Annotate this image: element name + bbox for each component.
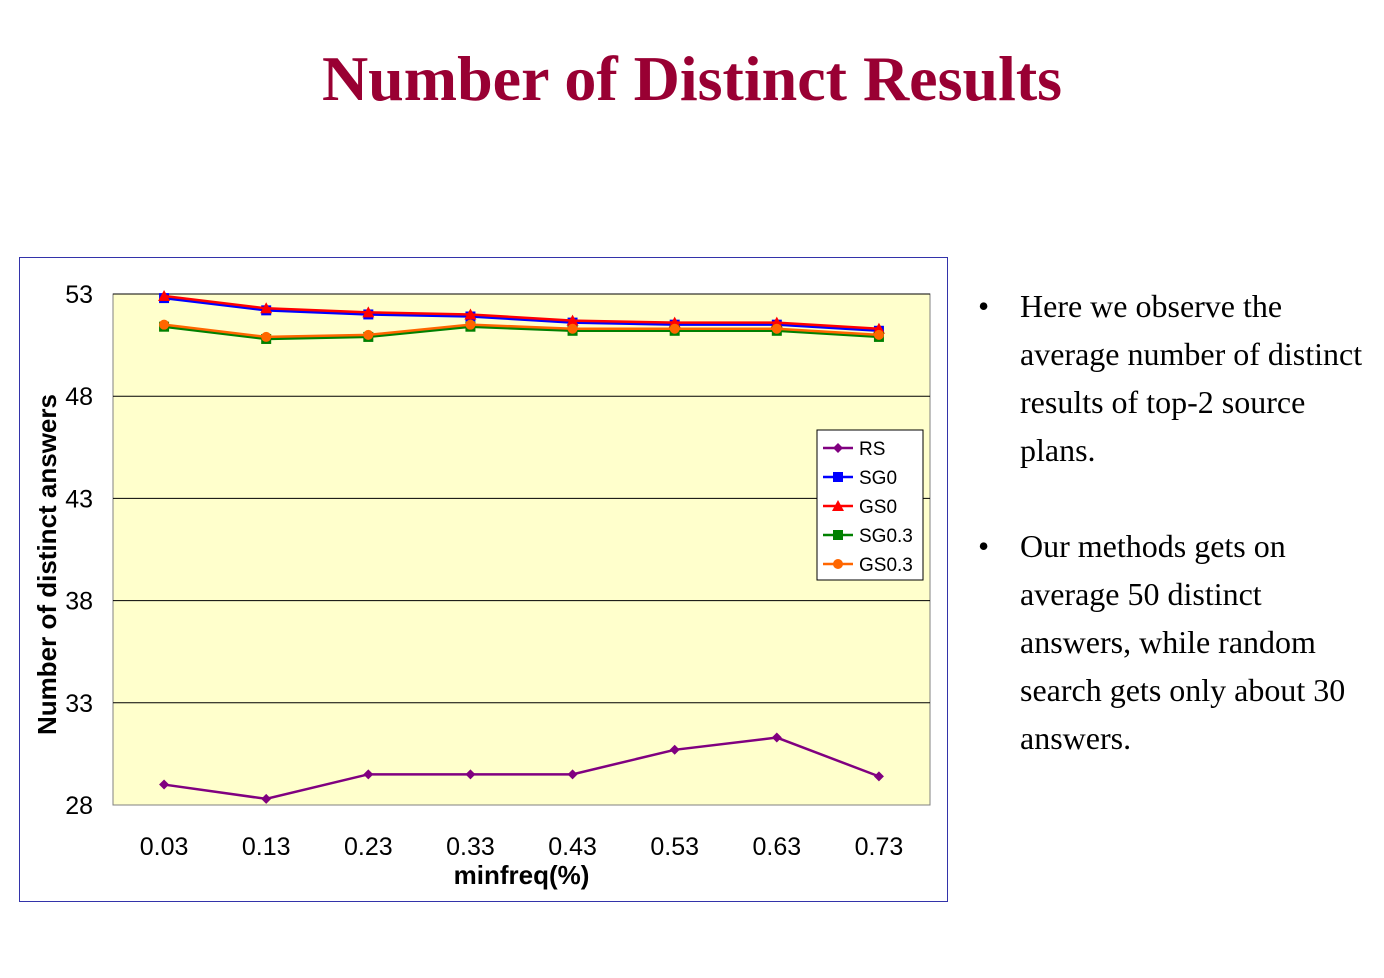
legend-marker-gs0: [832, 500, 844, 511]
data-point-gs0-3: [261, 331, 272, 342]
x-tick-label: 0.43: [548, 833, 597, 861]
data-point-gs0-3: [771, 323, 782, 334]
data-point-gs0-3: [567, 323, 578, 334]
chart-container: 28 33 38 43 48 53 0.03 0.13 0.23 0.33 0.43 0.53 0.63…: [19, 257, 948, 902]
x-tick-label: 0.53: [650, 833, 699, 861]
data-point-rs: [669, 744, 680, 755]
data-point-gs0-3: [465, 319, 476, 330]
data-point-rs: [159, 779, 170, 790]
data-point-gs0-3: [159, 319, 170, 330]
series-line-gs0: [163, 294, 880, 330]
y-axis-label: Number of distinct answers: [32, 394, 62, 735]
y-tick-label: 33: [65, 690, 93, 718]
data-point-rs: [465, 769, 476, 780]
legend-label: SG0.3: [859, 526, 913, 547]
legend-marker-sg0-3: [833, 530, 843, 540]
data-point-rs: [261, 793, 272, 804]
data-point-gs0: [158, 290, 171, 302]
series-line-gs0-3: [163, 323, 880, 339]
x-tick-label: 0.73: [855, 833, 904, 861]
bullet-item: • Here we observe the average number of …: [978, 282, 1368, 474]
data-point-gs0: [362, 306, 375, 318]
data-point-rs: [363, 769, 374, 780]
data-point-gs0-3: [363, 329, 374, 340]
bullet-text: Our methods gets on average 50 distinct …: [1020, 528, 1346, 756]
legend-marker-sg0: [833, 472, 843, 482]
y-tick-label: 38: [65, 588, 93, 616]
x-tick-label: 0.13: [242, 833, 291, 861]
y-tick-label: 53: [65, 281, 93, 309]
plot-area: [112, 293, 931, 806]
data-point-gs0: [464, 308, 477, 320]
x-tick-label: 0.23: [344, 833, 393, 861]
series-line-sg0-3: [163, 325, 880, 341]
data-point-gs0: [566, 314, 579, 326]
bullet-text: Here we observe the average number of di…: [1020, 288, 1363, 468]
x-tick-label: 0.33: [446, 833, 495, 861]
series-line-rs: [163, 736, 880, 801]
y-tick-label: 43: [65, 485, 93, 513]
bullet-dot-icon: •: [978, 288, 990, 324]
legend-label: RS: [859, 439, 885, 460]
legend-marker-rs: [833, 443, 843, 453]
data-point-gs0: [260, 302, 273, 314]
legend-marker-gs0-3: [833, 559, 843, 569]
line-chart: 28 33 38 43 48 53 0.03 0.13 0.23 0.33 0.43 0.53 0.63…: [32, 281, 931, 890]
y-tick-label: 28: [65, 792, 93, 820]
bullet-dot-icon: •: [978, 528, 990, 564]
x-tick-label: 0.63: [752, 833, 801, 861]
bullet-item: • Our methods gets on average 50 distinc…: [978, 522, 1368, 762]
x-axis-label: minfreq(%): [454, 860, 590, 890]
slide-title: Number of Distinct Results: [321, 43, 1063, 114]
legend-label: SG0: [859, 468, 897, 489]
data-point-rs: [873, 771, 884, 782]
bullet-list: • Here we observe the average number of …: [978, 282, 1368, 810]
series-line-sg0: [163, 296, 880, 333]
data-point-rs: [567, 769, 578, 780]
legend-label: GS0: [859, 497, 897, 518]
data-point-rs: [771, 732, 782, 743]
x-tick-label: 0.03: [140, 833, 189, 861]
y-tick-label: 48: [65, 383, 93, 411]
data-point-gs0-3: [669, 323, 680, 334]
data-point-gs0-3: [873, 329, 884, 340]
legend-label: GS0.3: [859, 555, 913, 576]
